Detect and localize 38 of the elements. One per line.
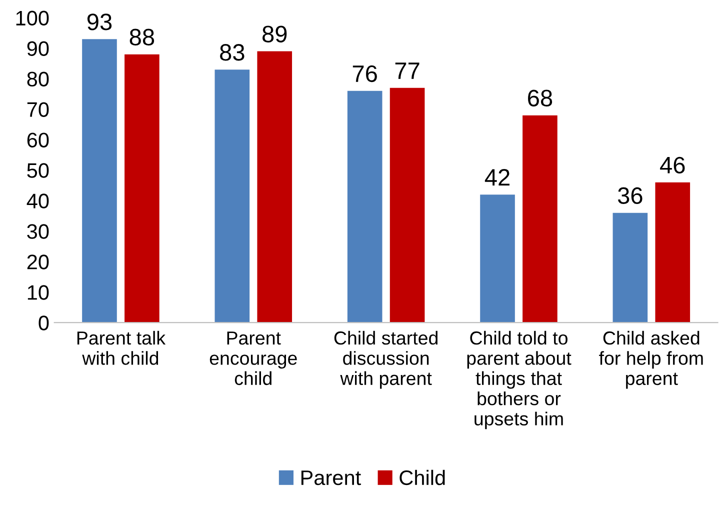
- x-tick-label: Child told to parent about things that bothers or upsets him: [467, 330, 572, 430]
- bar: [522, 115, 558, 323]
- y-tick-label: 80: [27, 72, 49, 86]
- y-tick-label: 60: [27, 132, 49, 148]
- data-label: 42: [484, 169, 510, 186]
- x-tick-label: Child started discussion with parent: [334, 330, 438, 389]
- y-tick-label: 100: [16, 10, 49, 26]
- y-tick-label: 90: [27, 41, 49, 56]
- x-tick-label: Child asked for help from parent: [599, 330, 703, 389]
- data-label: 76: [352, 65, 377, 82]
- y-tick-label: 40: [26, 194, 49, 208]
- bar: [390, 88, 425, 323]
- data-label: 83: [220, 44, 244, 61]
- bar: [655, 182, 690, 323]
- x-tick-label: Parent encourage child: [210, 332, 297, 386]
- y-tick-label: 20: [27, 254, 49, 270]
- bar: [257, 51, 292, 323]
- bar: [124, 54, 160, 323]
- y-tick-label: 30: [27, 224, 49, 239]
- data-label: 93: [87, 14, 112, 30]
- data-label: 36: [618, 187, 642, 204]
- data-label: 68: [528, 90, 552, 106]
- data-label: 89: [262, 26, 287, 42]
- legend-label: Child: [400, 470, 445, 486]
- y-tick-label: 0: [38, 316, 49, 330]
- y-tick-label: 50: [27, 163, 49, 178]
- bar: [612, 212, 648, 323]
- y-tick-label: 70: [27, 102, 49, 117]
- legend-label: Parent: [301, 470, 361, 486]
- y-tick-label: 10: [28, 285, 49, 300]
- data-label: 77: [395, 62, 420, 79]
- bar: [480, 194, 515, 323]
- bar: [82, 39, 117, 323]
- bar: [214, 70, 250, 323]
- x-tick-label: Parent talk with child: [77, 330, 166, 365]
- data-label: 46: [660, 156, 685, 174]
- data-label: 88: [130, 28, 154, 46]
- bar: [347, 90, 382, 323]
